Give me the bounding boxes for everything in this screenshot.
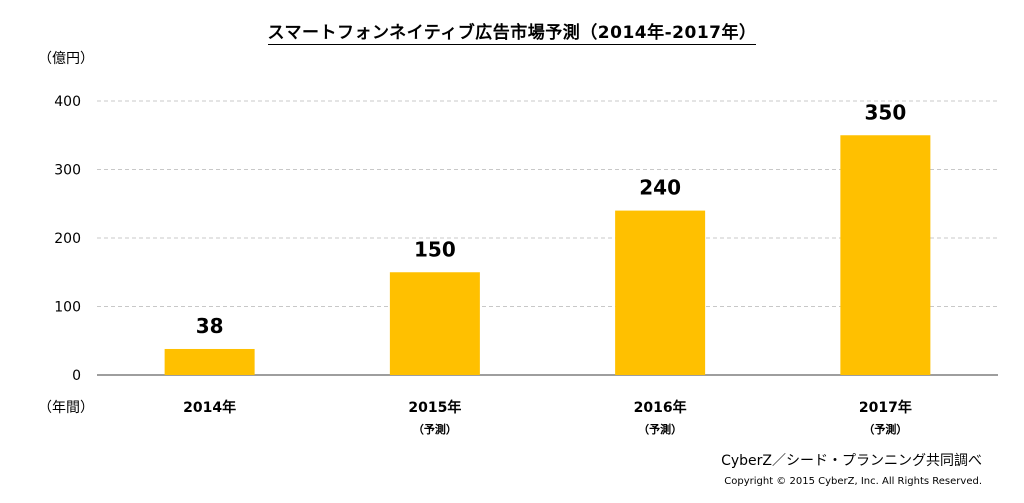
x-tick-label: 2015年 bbox=[408, 399, 461, 416]
data-label: 240 bbox=[639, 176, 681, 200]
bar-2017年 bbox=[840, 135, 931, 375]
bar-2015年 bbox=[389, 272, 480, 375]
x-tick-note: （予測） bbox=[638, 422, 682, 436]
chart-title: スマートフォンネイティブ広告市場予測（2014年-2017年） bbox=[267, 23, 757, 45]
x-tick-label: 2016年 bbox=[634, 399, 687, 416]
data-label: 38 bbox=[196, 314, 224, 338]
x-tick-label: 2017年 bbox=[859, 399, 912, 416]
y-axis-unit: （億円） bbox=[38, 51, 94, 67]
y-tick-label: 100 bbox=[54, 300, 81, 316]
y-tick-label: 400 bbox=[54, 94, 81, 110]
data-label: 150 bbox=[414, 237, 456, 261]
y-tick-label: 200 bbox=[54, 231, 81, 247]
x-tick-note: （予測） bbox=[863, 422, 907, 436]
copyright-notice: Copyright © 2015 CyberZ, Inc. All Rights… bbox=[724, 476, 982, 487]
x-tick-note: （予測） bbox=[413, 422, 457, 436]
x-tick-label: 2014年 bbox=[183, 399, 236, 416]
x-axis-unit: （年間） bbox=[38, 400, 94, 416]
bar-2016年 bbox=[615, 210, 706, 375]
bar-2014年 bbox=[164, 348, 255, 375]
y-tick-label: 0 bbox=[72, 368, 81, 384]
data-label: 350 bbox=[865, 100, 907, 124]
source-credit: CyberZ／シード・プランニング共同調べ bbox=[721, 453, 982, 469]
y-tick-label: 300 bbox=[54, 163, 81, 179]
